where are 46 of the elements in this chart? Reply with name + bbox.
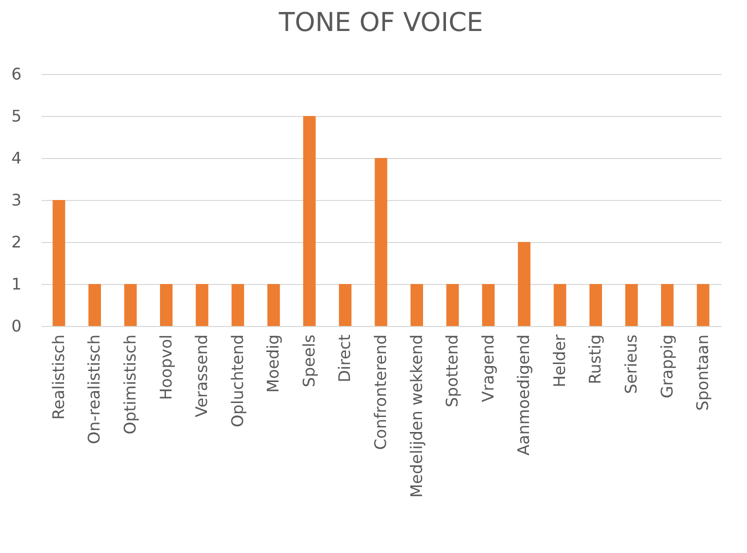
x-tick-label: Direct [335,334,354,382]
x-tick-label: Moedig [264,334,283,393]
bar [303,116,316,326]
y-tick-label: 4 [11,148,22,168]
x-tick-label: Confronterend [371,334,390,450]
bar [374,158,388,326]
x-tick-label: Rustig [586,334,605,384]
x-tick-label: Realistisch [48,334,68,420]
x-tick-label: Spottend [442,334,462,408]
y-tick-label: 6 [11,64,22,84]
bar [88,284,101,326]
bar [589,284,602,326]
bar [160,284,173,326]
bar [232,284,244,326]
chart-title: TONE OF VOICE [278,8,484,38]
x-tick-label: Opluchtend [228,334,247,428]
bar [661,284,674,326]
bar [554,284,566,326]
bar [410,284,424,326]
x-tick-label: Vragend [478,334,498,402]
x-tick-label: Optimistisch [120,334,140,434]
x-tick-label: Verassend [192,334,212,418]
x-tick-label: Helder [550,334,569,388]
bar [482,284,495,326]
y-tick-label: 5 [11,106,22,126]
bar [338,284,352,326]
bar [196,284,208,326]
bar [124,284,137,326]
bar [52,200,66,326]
y-tick-label: 2 [11,232,22,252]
bar [518,242,530,326]
bar [625,284,638,326]
x-tick-label: Grappig [657,334,676,398]
y-tick-label: 1 [11,274,22,294]
x-tick-label: Speels [299,334,318,388]
y-tick-label: 3 [11,190,22,210]
y-tick-label: 0 [11,316,22,336]
x-tick-label: Hoopvol [156,334,176,400]
x-tick-label: Spontaan [693,334,712,411]
x-tick-label: Serieus [622,334,641,394]
x-tick-label: On-realistisch [84,334,104,444]
bar [446,284,459,326]
x-tick-label: Aanmoedigend [514,334,534,456]
x-tick-label: Medelijden wekkend [406,334,426,498]
bar [267,284,280,326]
bar [696,284,710,326]
